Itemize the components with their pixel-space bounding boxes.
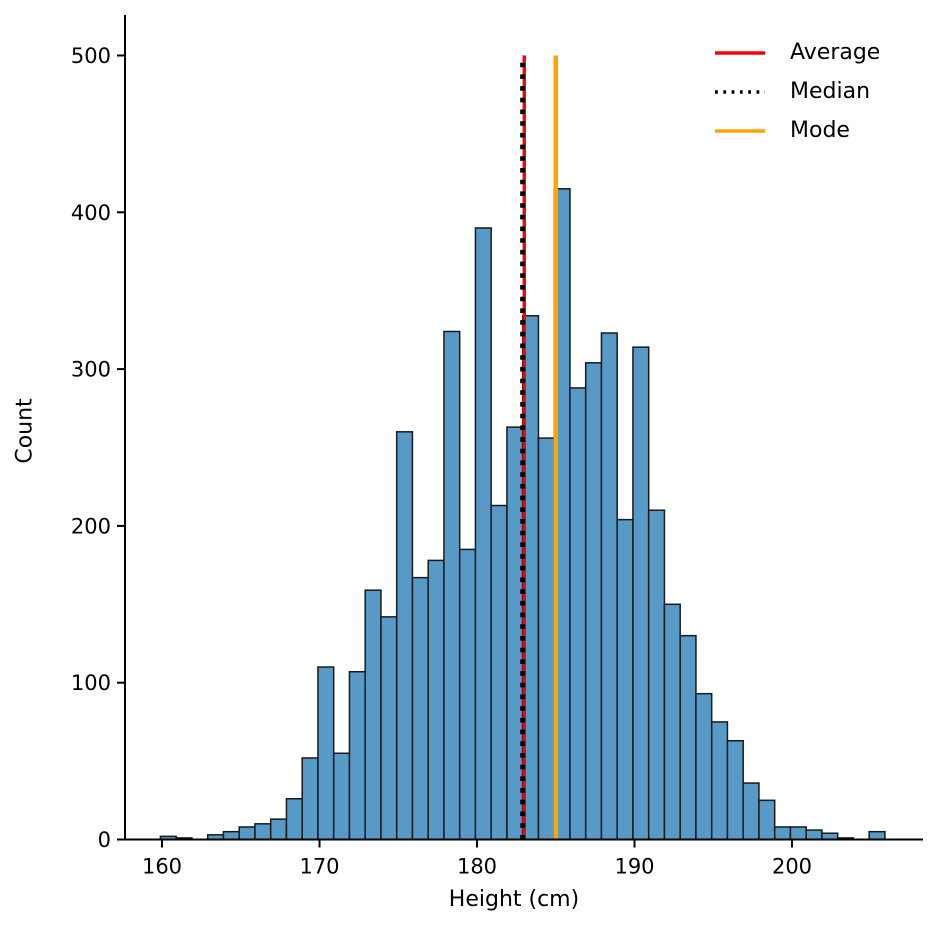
histogram-bar bbox=[647, 509, 666, 841]
histogram-bar bbox=[458, 548, 477, 841]
legend-label-mode: Mode bbox=[790, 118, 850, 143]
histogram-bar bbox=[710, 721, 729, 841]
histogram-bar bbox=[238, 826, 256, 841]
histogram-bar bbox=[537, 437, 555, 841]
histogram-bar bbox=[317, 666, 335, 841]
median-line-icon bbox=[715, 89, 765, 94]
legend-item-median: Median bbox=[713, 72, 880, 111]
legend-item-mode: Mode bbox=[713, 111, 880, 150]
histogram-bar bbox=[411, 576, 429, 841]
histogram-bar bbox=[679, 634, 697, 841]
histogram-bar bbox=[600, 332, 618, 841]
histogram-bar bbox=[269, 818, 288, 841]
legend-label-average: Average bbox=[790, 40, 881, 65]
histogram-bar bbox=[758, 799, 776, 841]
x-tick-label: 180 bbox=[457, 855, 497, 879]
histogram-bar bbox=[301, 757, 319, 841]
y-axis-label: Count bbox=[12, 398, 38, 464]
histogram-bar bbox=[380, 616, 398, 841]
y-tick-label: 200 bbox=[71, 514, 111, 538]
x-tick-label: 200 bbox=[772, 855, 812, 879]
x-axis-label: Height (cm) bbox=[448, 887, 580, 912]
legend-item-average: Average bbox=[713, 33, 880, 72]
y-tick-label: 500 bbox=[71, 44, 111, 68]
histogram-bar bbox=[490, 504, 508, 841]
histogram-bar bbox=[285, 797, 303, 841]
histogram-bar bbox=[569, 387, 587, 841]
x-tick-label: 170 bbox=[299, 855, 339, 879]
histogram-bar bbox=[427, 559, 445, 841]
x-tick-label: 190 bbox=[614, 855, 654, 879]
average-line-icon bbox=[715, 50, 765, 55]
y-tick-label: 0 bbox=[98, 828, 111, 852]
x-tick-label: 160 bbox=[142, 855, 182, 879]
histogram-bar bbox=[695, 692, 713, 841]
histogram-bar bbox=[332, 752, 351, 841]
histogram-bar bbox=[868, 830, 886, 841]
histogram-bar bbox=[805, 829, 823, 841]
histogram-bar bbox=[474, 227, 492, 841]
histogram-bar bbox=[789, 826, 807, 841]
histogram-bar bbox=[663, 603, 681, 841]
y-tick-label: 100 bbox=[71, 671, 111, 695]
histogram-bar bbox=[632, 346, 650, 841]
histogram-bar bbox=[222, 830, 240, 841]
legend: Average Median Mode bbox=[713, 33, 880, 150]
mode-line-icon bbox=[715, 128, 765, 133]
histogram-bar bbox=[726, 739, 744, 841]
histogram-bar bbox=[395, 431, 414, 841]
histogram-bar bbox=[348, 670, 366, 841]
histogram-bar bbox=[773, 826, 792, 841]
histogram-bar bbox=[616, 518, 634, 841]
y-tick-label: 300 bbox=[71, 358, 111, 382]
histogram-bar bbox=[742, 782, 760, 841]
y-tick-label: 400 bbox=[71, 201, 111, 225]
histogram-bar bbox=[584, 362, 603, 841]
legend-label-median: Median bbox=[790, 79, 871, 104]
histogram-bar bbox=[364, 589, 382, 841]
histogram-bar bbox=[254, 823, 272, 841]
histogram-bar bbox=[443, 330, 461, 841]
